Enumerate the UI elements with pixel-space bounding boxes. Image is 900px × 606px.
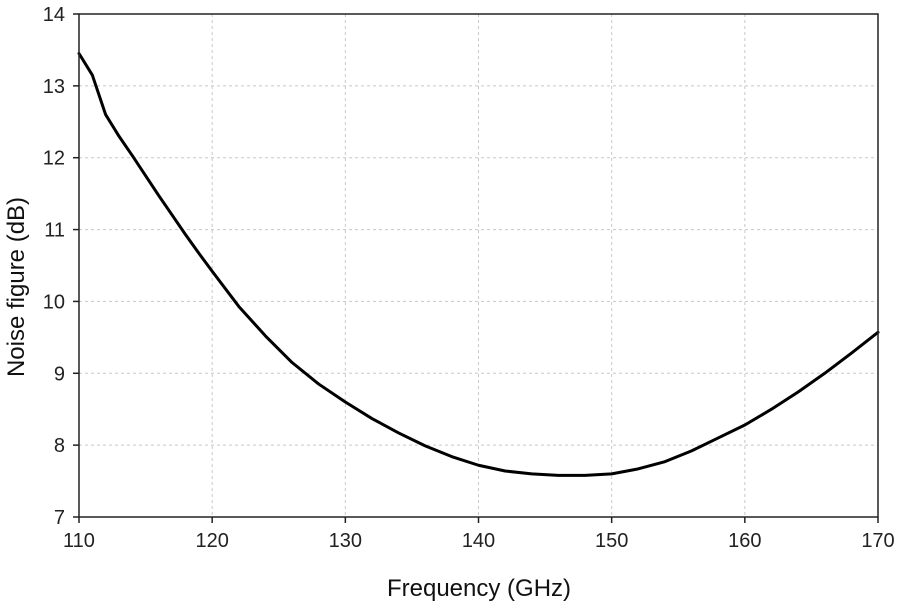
x-tick-label-130: 130 xyxy=(329,530,362,552)
y-tick-label-7: 7 xyxy=(54,507,65,529)
label-layer: 110 120 130 140 150 160 170 7 8 9 10 11 12 13 14 xyxy=(43,4,895,552)
curve-layer xyxy=(77,52,880,477)
x-axis-title: Frequency (GHz) xyxy=(387,575,571,602)
x-tick-label-160: 160 xyxy=(728,530,761,552)
grid-layer xyxy=(79,14,878,517)
series-line-0 xyxy=(77,52,880,477)
y-tick-label-9: 9 xyxy=(54,363,65,385)
x-tick-label-170: 170 xyxy=(861,530,894,552)
x-tick-label-150: 150 xyxy=(595,530,628,552)
y-tick-label-10: 10 xyxy=(43,291,65,313)
y-tick-label-14: 14 xyxy=(43,4,65,26)
tick-layer xyxy=(73,13,879,523)
x-tick-label-120: 120 xyxy=(195,530,228,552)
x-tick-label-110: 110 xyxy=(63,530,95,552)
y-tick-label-13: 13 xyxy=(43,76,65,98)
y-axis-title: Noise figure (dB) xyxy=(3,197,30,377)
y-tick-label-11: 11 xyxy=(44,220,65,242)
x-tick-label-140: 140 xyxy=(462,530,495,552)
y-tick-label-12: 12 xyxy=(43,148,65,170)
y-tick-label-8: 8 xyxy=(54,435,65,457)
